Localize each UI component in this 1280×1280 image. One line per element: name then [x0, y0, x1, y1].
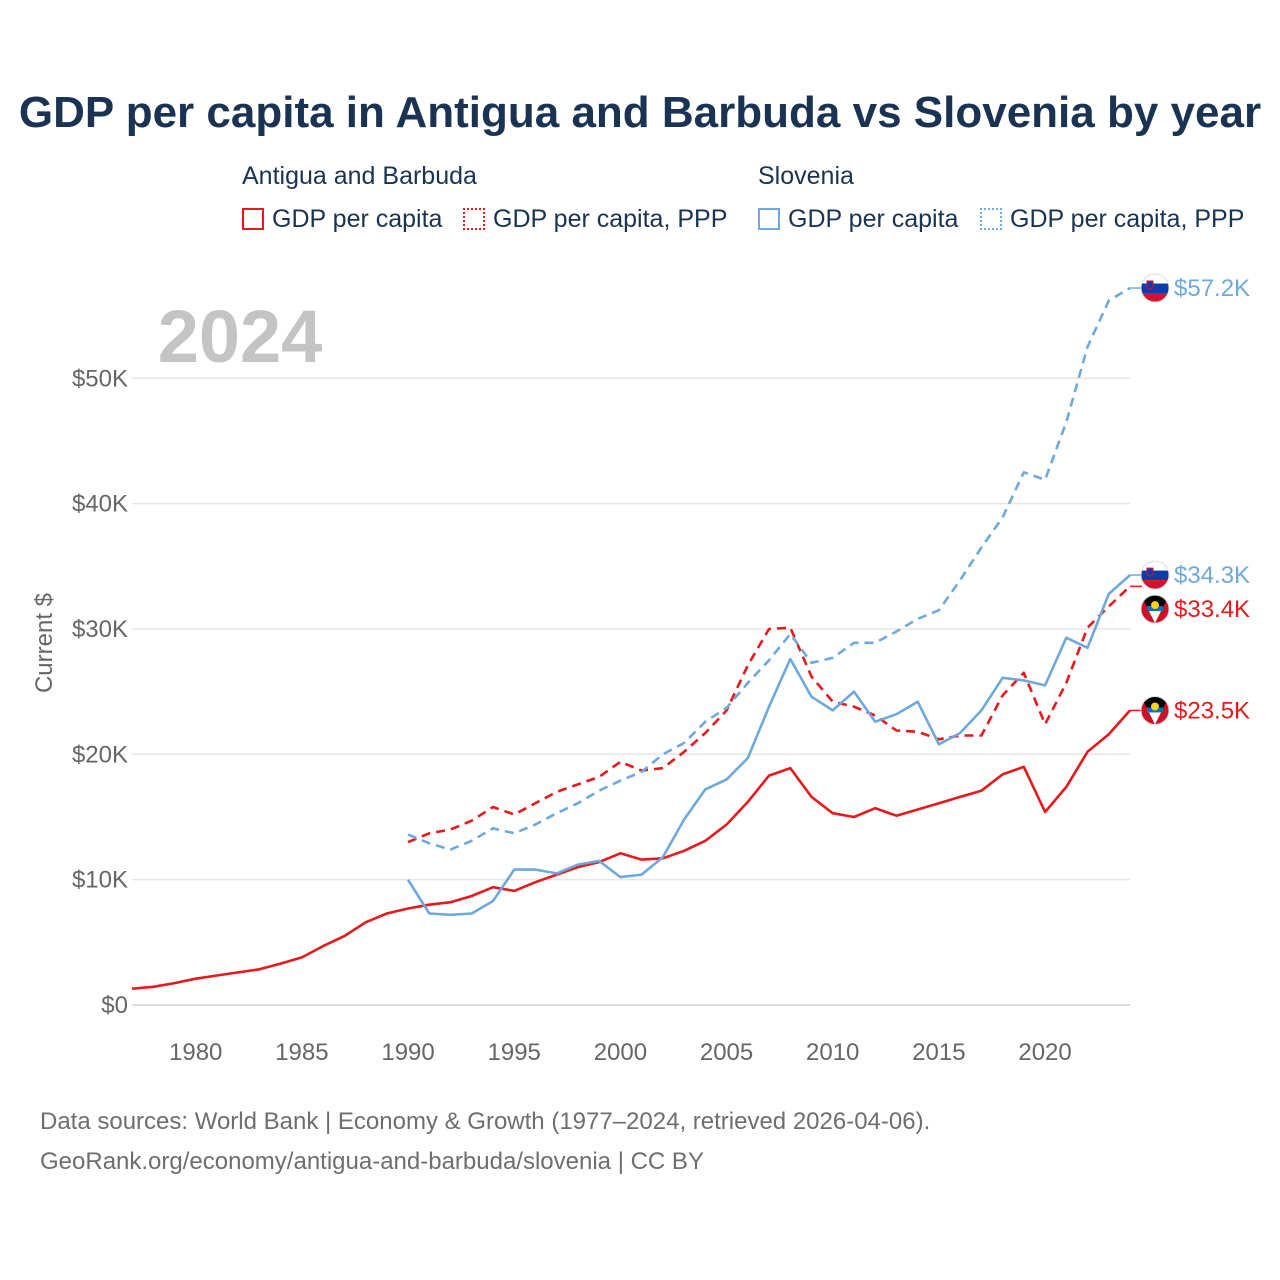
year-watermark: 2024: [158, 295, 323, 378]
y-tick-label: $50K: [72, 365, 128, 392]
series-line-antigua-gdp[interactable]: [132, 710, 1130, 988]
slovenia-flag-icon: [1141, 561, 1169, 589]
x-tick-label: 1990: [381, 1039, 434, 1066]
x-tick-label: 2005: [700, 1039, 753, 1066]
end-value-label: $34.3K: [1174, 562, 1250, 589]
x-tick-label: 2020: [1018, 1039, 1071, 1066]
series-line-slovenia-ppp[interactable]: [408, 288, 1130, 850]
x-tick-label: 1980: [169, 1039, 222, 1066]
end-value-label: $23.5K: [1174, 697, 1250, 724]
x-tick-label: 1995: [488, 1039, 541, 1066]
y-tick-label: $10K: [72, 867, 128, 894]
x-tick-label: 1985: [275, 1039, 328, 1066]
y-tick-label: $0: [101, 992, 128, 1019]
series-line-antigua-ppp[interactable]: [408, 586, 1130, 842]
x-tick-label: 2000: [594, 1039, 647, 1066]
y-tick-label: $40K: [72, 491, 128, 518]
footer-sources: Data sources: World Bank | Economy & Gro…: [40, 1108, 930, 1136]
antigua-flag-icon: [1141, 595, 1169, 623]
y-axis-label: Current $: [31, 593, 58, 693]
slovenia-flag-icon: [1141, 274, 1169, 302]
end-value-label: $33.4K: [1174, 596, 1250, 623]
series-line-slovenia-gdp[interactable]: [408, 575, 1130, 915]
antigua-flag-icon: [1141, 696, 1169, 724]
end-value-label: $57.2K: [1174, 275, 1250, 302]
y-tick-label: $30K: [72, 616, 128, 643]
footer-link[interactable]: GeoRank.org/economy/antigua-and-barbuda/…: [40, 1148, 704, 1176]
x-tick-label: 2010: [806, 1039, 859, 1066]
chart-svg: 2024 $0 $10K $20K $30K $40K $50K 1980 1985 1990 1…: [0, 0, 1280, 1100]
x-tick-label: 2015: [912, 1039, 965, 1066]
y-tick-label: $20K: [72, 741, 128, 768]
